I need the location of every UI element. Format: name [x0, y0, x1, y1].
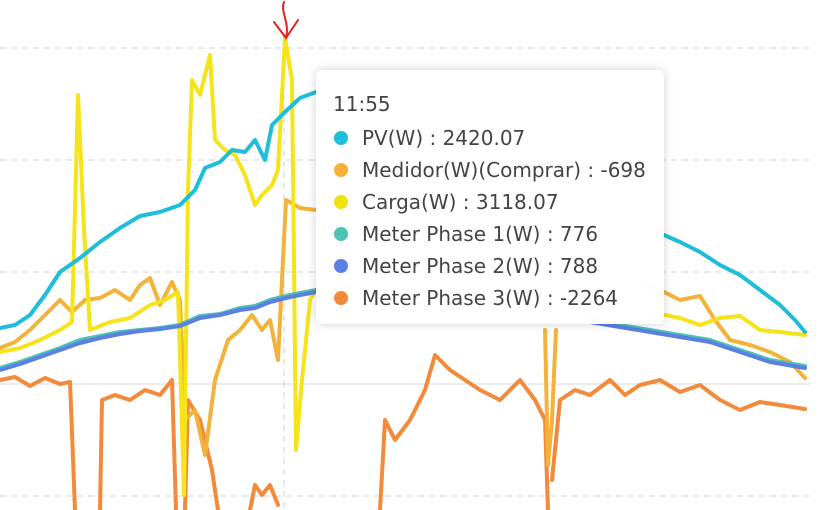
legend-dot: [334, 227, 348, 241]
line-pv: [0, 90, 807, 334]
tooltip-row: Meter Phase 1(W) : 776: [333, 218, 664, 250]
tooltip-row: PV(W) : 2420.07: [333, 122, 664, 154]
legend-dot: [334, 291, 348, 305]
tooltip-label: PV(W) : 2420.07: [362, 126, 526, 150]
tooltip-label: Meter Phase 3(W) : -2264: [362, 286, 619, 310]
legend-dot: [334, 131, 348, 145]
legend-dot: [334, 195, 348, 209]
legend-dot: [334, 163, 348, 177]
line-phase3: [0, 353, 807, 510]
annotation-arrow: [273, 1, 299, 40]
tooltip: 11:55 PV(W) : 2420.07 Medidor(W)(Comprar)…: [316, 70, 664, 324]
tooltip-row: Carga(W) : 3118.07: [333, 186, 664, 218]
tooltip-row: Meter Phase 3(W) : -2264: [333, 282, 664, 314]
tooltip-label: Meter Phase 2(W) : 788: [362, 254, 599, 278]
tooltip-label: Meter Phase 1(W) : 776: [362, 222, 599, 246]
tooltip-label: Carga(W) : 3118.07: [362, 190, 559, 214]
tooltip-row: Medidor(W)(Comprar) : -698: [333, 154, 664, 186]
line-carga: [0, 36, 807, 497]
tooltip-label: Medidor(W)(Comprar) : -698: [362, 158, 646, 182]
line-phase2: [0, 290, 807, 372]
tooltip-time: 11:55: [333, 92, 391, 116]
tooltip-row: Meter Phase 2(W) : 788: [333, 250, 664, 282]
legend-dot: [334, 259, 348, 273]
